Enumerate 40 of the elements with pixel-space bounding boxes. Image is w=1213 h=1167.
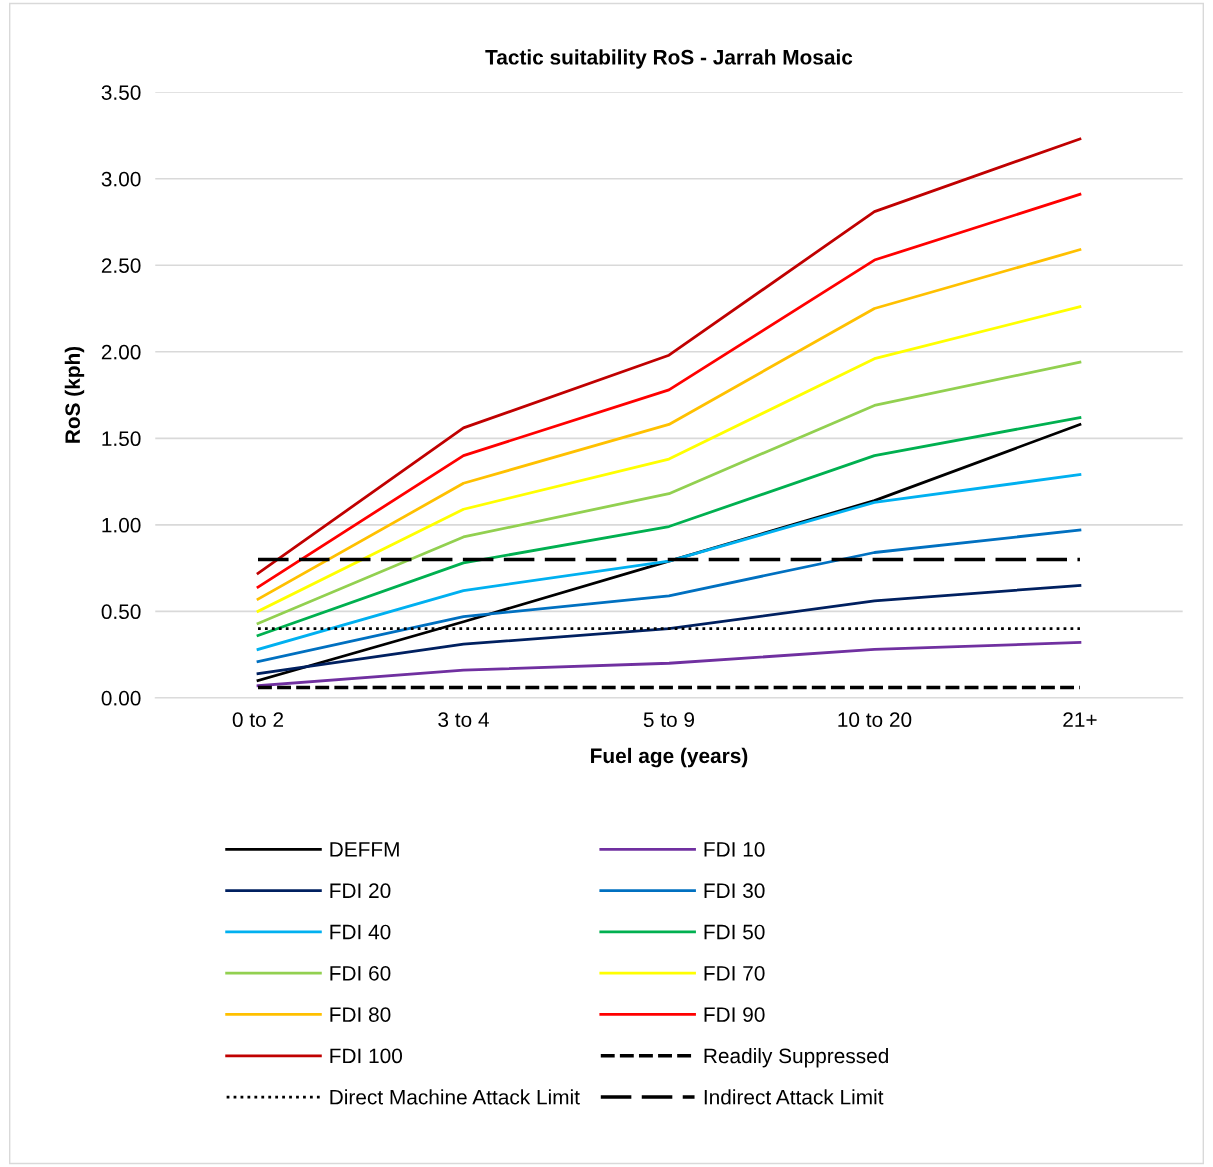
y-tick-label: 3.00 [101,171,141,187]
line-series [256,641,1082,688]
x-axis-title: Fuel age (years) [591,747,748,768]
x-tick-label: 5 to 9 [643,712,695,728]
y-tick-label: 0.50 [101,604,141,620]
x-tick-label: 0 to 2 [232,712,284,728]
legend-label: Direct Machine Attack Limit [330,1089,580,1105]
legend-label: FDI 100 [330,1048,403,1064]
chart-title: Tactic suitability RoS - Jarrah Mosaic [485,49,853,69]
y-tick-label: 2.50 [101,258,141,273]
legend-label: DEFFM [330,842,399,857]
line-series [256,473,1082,651]
line-series [256,528,1082,663]
legend-label: FDI 80 [330,1007,391,1022]
x-tick-label: 10 to 20 [838,712,912,728]
line-series [256,192,1082,589]
legend-label: Readily Suppressed [704,1047,888,1068]
legend-label: Indirect Attack Limit [704,1089,884,1105]
legend-label: FDI 40 [330,924,391,940]
legend-label: FDI 20 [330,883,391,899]
line-series [256,305,1082,613]
y-tick-label: 1.00 [102,517,141,533]
line-series [256,416,1082,637]
y-tick-label: 3.50 [101,85,141,100]
line-series [256,360,1082,625]
y-tick-label: 2.00 [101,344,141,360]
x-tick-label: 3 to 4 [438,712,489,728]
x-tick-label: 21+ [1063,712,1097,727]
line-series [256,248,1082,601]
line-series [256,137,1082,575]
legend-label: FDI 10 [704,842,765,857]
legend-label: FDI 90 [704,1007,765,1022]
y-axis-title: RoS (kph) [64,346,85,443]
legend-label: FDI 50 [704,924,765,940]
y-tick-label: 0.00 [101,690,141,706]
legend-label: FDI 60 [330,965,391,981]
legend-label: FDI 70 [704,965,765,981]
legend-label: FDI 30 [704,883,765,899]
y-tick-label: 1.50 [102,431,141,447]
line-series [256,583,1082,676]
